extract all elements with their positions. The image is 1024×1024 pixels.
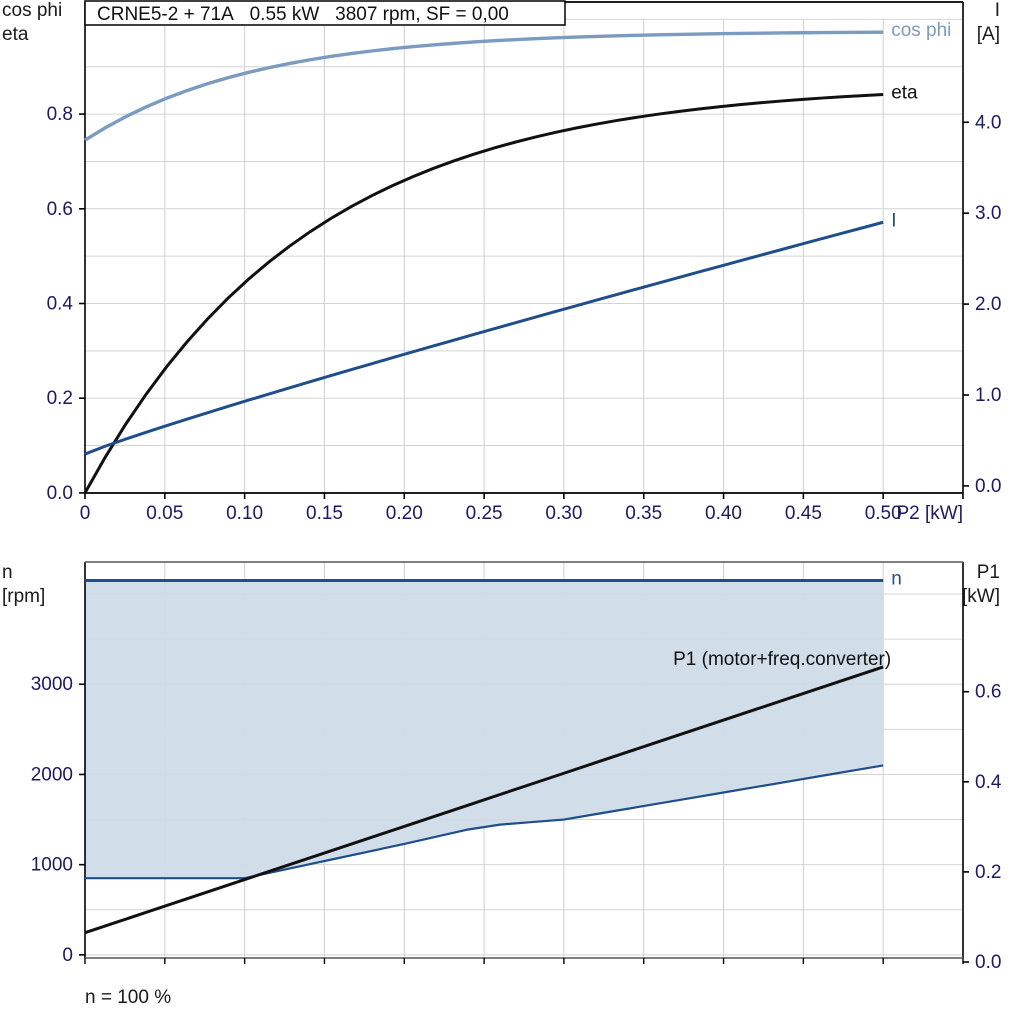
svg-text:0.10: 0.10: [226, 503, 263, 524]
svg-text:1.0: 1.0: [975, 385, 1001, 406]
svg-text:0.25: 0.25: [466, 503, 503, 524]
svg-text:cos phi: cos phi: [2, 0, 62, 21]
svg-text:0.2: 0.2: [47, 388, 73, 409]
svg-text:0: 0: [62, 945, 73, 966]
svg-text:0.6: 0.6: [47, 199, 73, 220]
svg-text:0.05: 0.05: [146, 503, 183, 524]
svg-text:0.6: 0.6: [975, 682, 1001, 703]
svg-text:0.4: 0.4: [975, 772, 1002, 793]
svg-text:1000: 1000: [31, 855, 73, 876]
svg-text:P1 (motor+freq.converter): P1 (motor+freq.converter): [673, 649, 891, 670]
svg-text:3.0: 3.0: [975, 203, 1001, 224]
svg-text:[A]: [A]: [977, 24, 1000, 45]
svg-text:cos phi: cos phi: [891, 20, 951, 41]
svg-text:0.30: 0.30: [545, 503, 582, 524]
svg-text:n: n: [2, 562, 13, 583]
svg-text:0.15: 0.15: [306, 503, 343, 524]
svg-text:0.35: 0.35: [625, 503, 662, 524]
svg-text:I: I: [891, 210, 896, 231]
svg-text:eta: eta: [2, 24, 29, 45]
svg-text:[kW]: [kW]: [962, 586, 1000, 607]
svg-text:2000: 2000: [31, 765, 73, 786]
svg-text:0.0: 0.0: [975, 476, 1001, 497]
svg-text:n: n: [891, 569, 902, 590]
svg-text:3000: 3000: [31, 674, 73, 695]
svg-text:0: 0: [80, 503, 91, 524]
svg-text:4.0: 4.0: [975, 112, 1001, 133]
svg-text:P2 [kW]: P2 [kW]: [896, 503, 963, 524]
svg-text:0.0: 0.0: [47, 483, 73, 504]
svg-text:0.8: 0.8: [47, 104, 73, 125]
svg-text:0.2: 0.2: [975, 862, 1001, 883]
svg-text:I: I: [995, 0, 1000, 21]
svg-text:CRNE5-2 + 71A 0.55 kW 3807: CRNE5-2 + 71A 0.55 kW 3807 rpm, SF = 0,0…: [97, 4, 509, 25]
svg-text:P1: P1: [977, 562, 1000, 583]
svg-text:0.20: 0.20: [386, 503, 423, 524]
svg-text:0.45: 0.45: [785, 503, 822, 524]
svg-text:0.40: 0.40: [705, 503, 742, 524]
svg-text:[rpm]: [rpm]: [2, 586, 45, 607]
svg-text:eta: eta: [891, 83, 918, 104]
svg-text:2.0: 2.0: [975, 294, 1001, 315]
svg-text:0.4: 0.4: [47, 294, 74, 315]
svg-text:0.0: 0.0: [975, 952, 1001, 973]
svg-text:n = 100 %: n = 100 %: [85, 987, 171, 1008]
